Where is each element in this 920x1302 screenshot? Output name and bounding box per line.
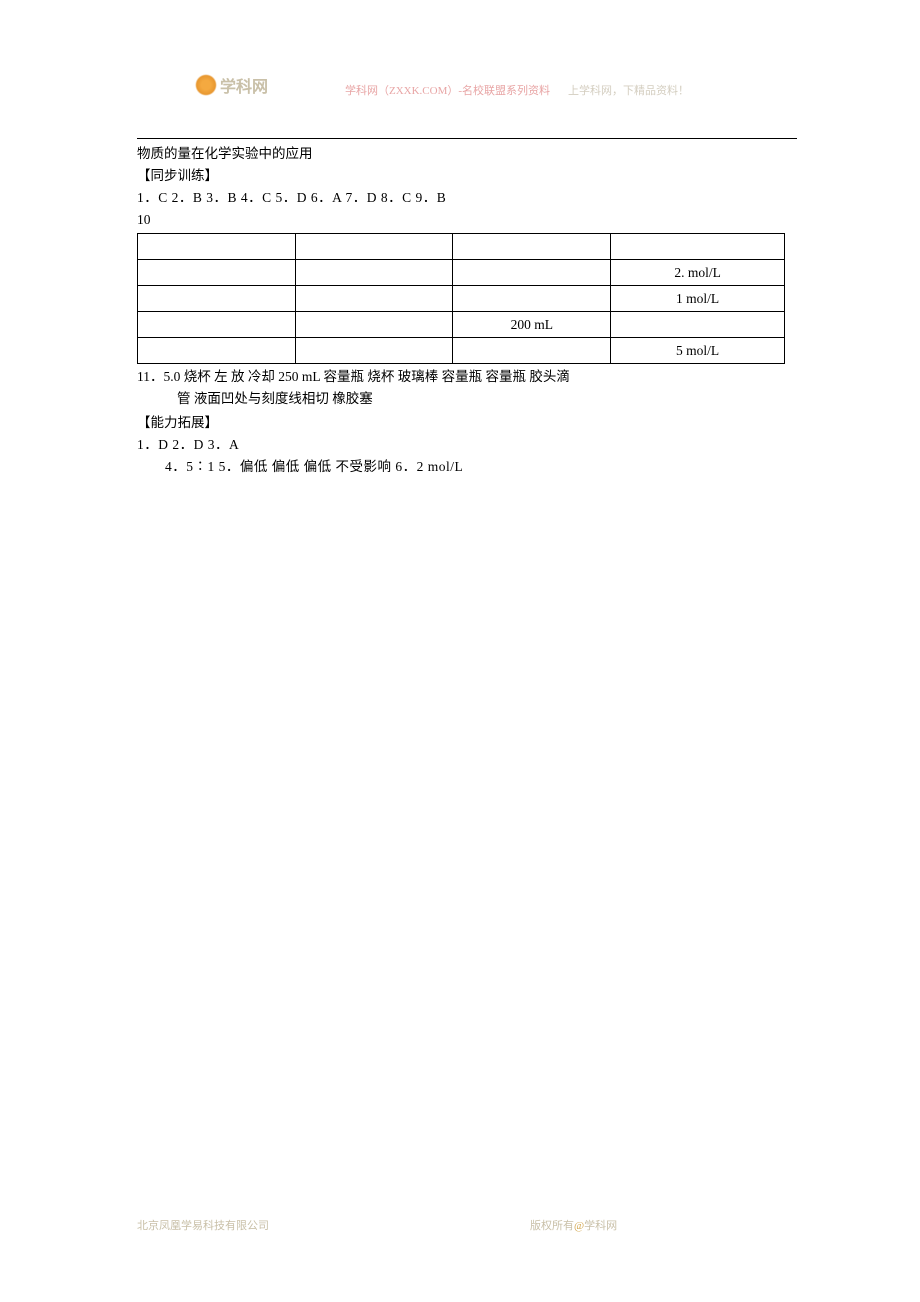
table-cell [295,234,453,260]
table-row [138,234,785,260]
table-row: 200 mL [138,312,785,338]
q11-line2: 管 液面凹处与刻度线相切 橡胶塞 [137,388,797,410]
table-cell: 200 mL [453,312,611,338]
table-cell [611,234,785,260]
table-cell [138,286,296,312]
at-symbol: @ [574,1220,584,1232]
table-cell [295,260,453,286]
answers-line-3: 4．5∶1 5．偏低 偏低 偏低 不受影响 6．2 mol/L [137,456,797,478]
table-cell [453,338,611,364]
logo-text: 学科网 [220,73,268,97]
answers-line-2: 1．D 2．D 3．A [137,434,797,456]
section2-title: 【能力拓展】 [137,412,797,434]
table-cell: 2. mol/L [611,260,785,286]
table-cell: 1 mol/L [611,286,785,312]
table-cell: 5 mol/L [611,338,785,364]
table-cell [138,260,296,286]
section2: 【能力拓展】 1．D 2．D 3．A 4．5∶1 5．偏低 偏低 偏低 不受影响… [137,412,797,478]
table-cell [295,286,453,312]
horizontal-rule [137,138,797,139]
table-cell [453,286,611,312]
header-right-text: 上学科网，下精品资料！ [568,82,689,98]
table-cell [611,312,785,338]
q11-line1: 11．5.0 烧杯 左 放 冷却 250 mL 容量瓶 烧杯 玻璃棒 容量瓶 容… [137,366,797,388]
logo-icon [195,74,217,96]
table-cell [295,312,453,338]
document-title: 物质的量在化学实验中的应用 [137,143,797,165]
table-row: 1 mol/L [138,286,785,312]
table-row: 5 mol/L [138,338,785,364]
table-cell [138,234,296,260]
table-cell [453,234,611,260]
footer-left-text: 北京凤凰学易科技有限公司 [137,1217,269,1233]
footer-prefix: 版权所有 [530,1220,574,1232]
table-cell [295,338,453,364]
q10-label: 10 [137,209,797,231]
table-cell [138,338,296,364]
table-cell [453,260,611,286]
answer-table: 2. mol/L 1 mol/L 200 mL 5 mol/L [137,233,785,364]
answers-line-1: 1．C 2．B 3．B 4．C 5．D 6．A 7．D 8．C 9．B [137,187,797,209]
section1-title: 【同步训练】 [137,165,797,187]
footer-right-text: 版权所有@学科网 [530,1217,617,1233]
header-center-text: 学科网（ZXXK.COM）-名校联盟系列资料 [345,82,550,98]
table-row: 2. mol/L [138,260,785,286]
logo: 学科网 [195,70,275,100]
footer-suffix: 学科网 [584,1220,617,1232]
page-header: 学科网 学科网（ZXXK.COM）-名校联盟系列资料 上学科网，下精品资料！ [0,70,920,110]
table-cell [138,312,296,338]
main-content: 物质的量在化学实验中的应用 【同步训练】 1．C 2．B 3．B 4．C 5．D… [137,138,797,478]
